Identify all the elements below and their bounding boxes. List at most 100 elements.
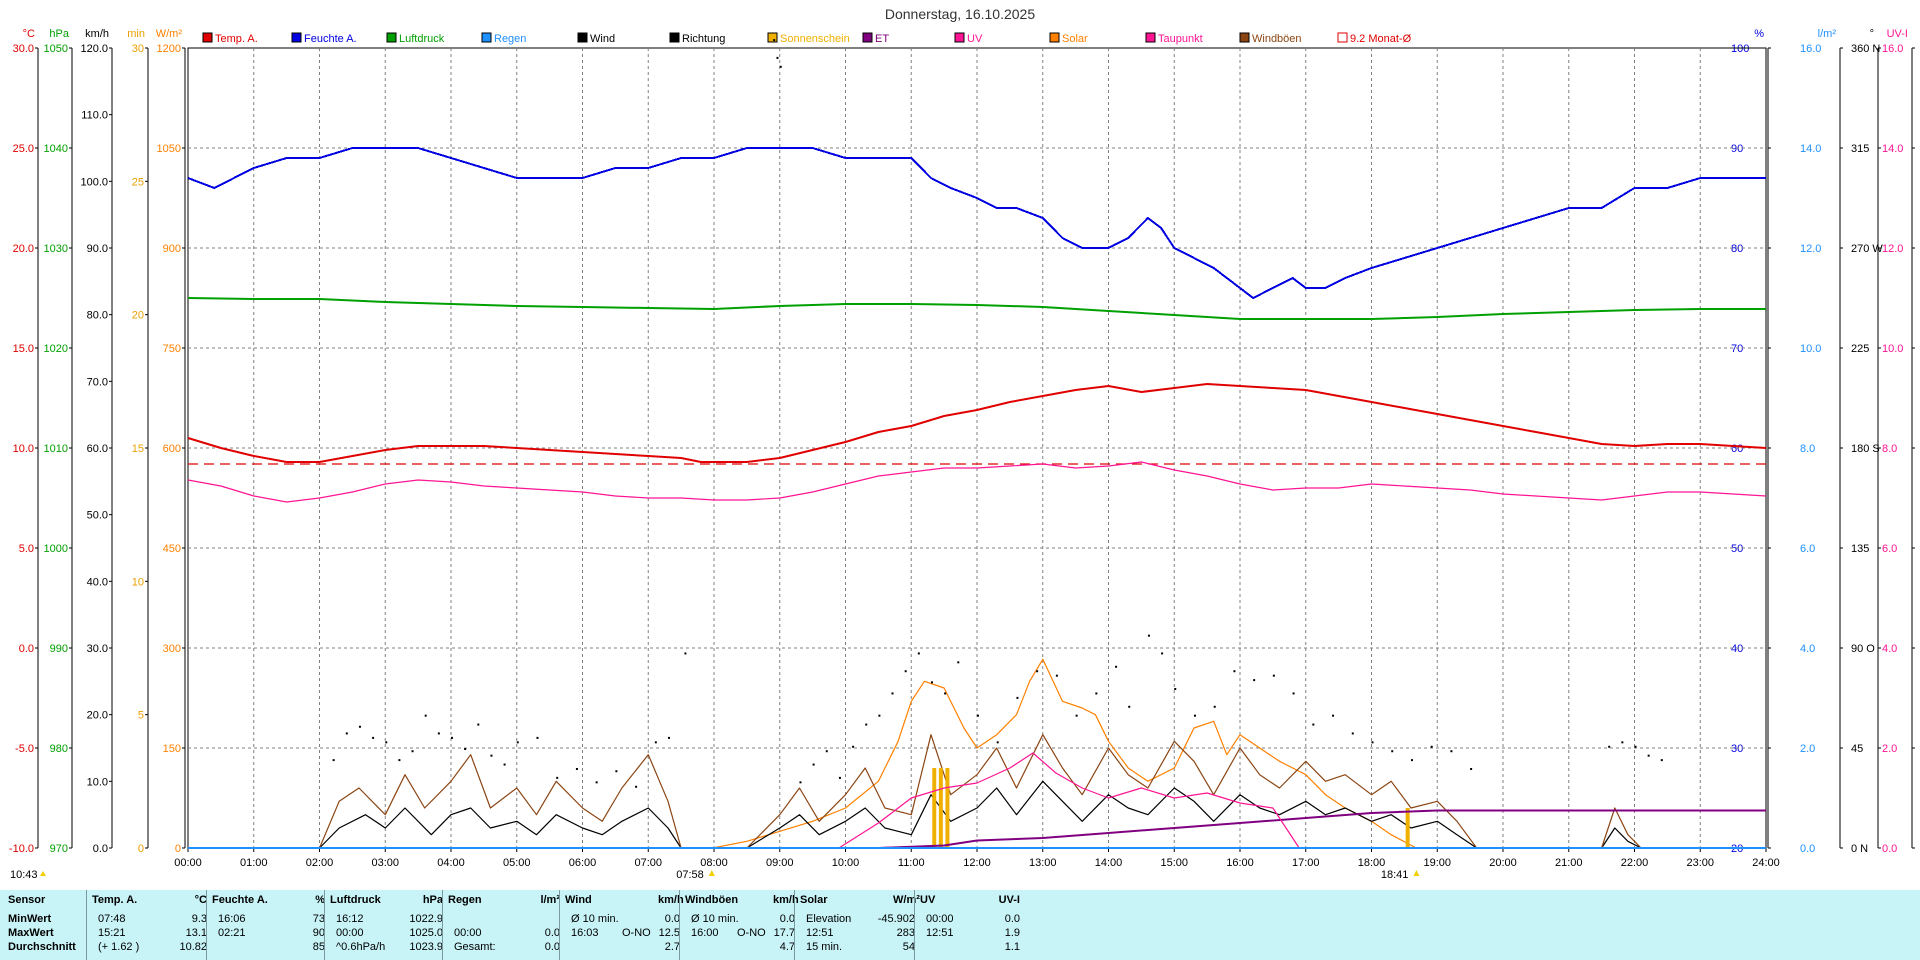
series-richtung-point	[635, 785, 638, 788]
axis-unit: W/m²	[156, 28, 183, 40]
stats-separator	[914, 890, 915, 960]
stats-cell-value: 0.0	[544, 927, 560, 939]
stats-separator	[442, 890, 443, 960]
axis-tick-label: 10.0	[1882, 343, 1903, 355]
legend-swatch	[669, 32, 680, 43]
x-tick-label: 04:00	[437, 857, 465, 869]
series-richtung-point	[332, 759, 335, 762]
stats-cell-time: 15:21	[98, 927, 126, 939]
series-richtung-point	[1075, 714, 1078, 717]
legend-swatch	[1145, 32, 1156, 43]
x-tick-label: 00:00	[174, 857, 202, 869]
axis-tick-label: 100.0	[80, 176, 108, 188]
series-richtung-point	[1391, 750, 1394, 753]
sunset-time: 18:41	[1381, 869, 1409, 881]
series-richtung-point	[1115, 665, 1118, 668]
axis-tick-label: 100	[1731, 43, 1749, 55]
legend-label: 9.2 Monat-Ø	[1350, 33, 1412, 45]
stats-panel: Sensor MinWert MaxWert Durchschnitt Temp. A.…	[0, 890, 1920, 960]
stats-row-label: MaxWert	[8, 927, 54, 939]
series-richtung-point	[385, 741, 388, 744]
axis-tick-label: 1020	[44, 343, 68, 355]
axis-tick-label: 20	[132, 310, 144, 322]
series-sonnenschein-bar	[945, 768, 950, 848]
x-tick-label: 05:00	[503, 857, 531, 869]
stats-separator	[86, 890, 87, 960]
stats-cell-time: 16:06	[218, 913, 246, 925]
series-sonnenschein-bar	[1405, 808, 1410, 848]
axis-tick-label: 80	[1731, 243, 1743, 255]
x-tick-label: 11:00	[898, 857, 925, 869]
axis-tick-label: -10.0	[9, 843, 34, 855]
series-richtung-point	[944, 692, 947, 695]
stats-cell-time: 07:48	[98, 913, 126, 925]
series-richtung-point	[1174, 688, 1177, 690]
x-tick-label: 01:00	[240, 857, 268, 869]
axis-tick-label: 8.0	[1800, 443, 1815, 455]
x-tick-label: 23:00	[1686, 857, 1714, 869]
stats-cell-value: 0.0	[779, 913, 795, 925]
x-tick-label: 21:00	[1555, 857, 1583, 869]
series-sonnenschein-bar	[938, 768, 943, 848]
series-sonnenschein-bar	[932, 768, 937, 848]
axis-tick-label: 20.0	[87, 710, 108, 722]
axis-tick-label: 10.0	[87, 776, 108, 788]
series-wind-line	[188, 780, 1766, 849]
sunrise-time: 07:58	[676, 869, 704, 881]
stats-row-label: Durchschnitt	[8, 941, 76, 953]
series-solar-line	[712, 658, 1417, 849]
axis-tick-label: 90.0	[87, 243, 108, 255]
series-richtung-point	[891, 692, 894, 695]
series-richtung-point	[1332, 714, 1335, 717]
stats-cell-value: 73	[312, 913, 325, 925]
axis-tick-label: 0	[138, 843, 144, 855]
stats-cell-dir: O-NO	[737, 927, 766, 939]
axis-tick-label: 150	[163, 743, 181, 755]
axis-tick-label: 225	[1851, 343, 1869, 355]
legend-swatch	[1049, 32, 1060, 43]
series-richtung-point	[957, 661, 960, 664]
current-time: 10:43	[10, 869, 38, 881]
axis-tick-label: 1030	[44, 243, 68, 255]
legend-swatch	[577, 32, 588, 43]
axis-tick-label: 270 W	[1851, 243, 1883, 255]
stats-cell-time: Elevation	[806, 913, 852, 925]
series-richtung-point	[1055, 674, 1058, 677]
stats-cell-value: 9.3	[191, 913, 207, 925]
axis-tick-label: 50.0	[87, 510, 108, 522]
stats-cell-value: 13.1	[185, 927, 207, 939]
legend: Temp. A. Feuchte A. Luftdruck Regen Wind Rich…	[202, 32, 1412, 45]
axis-tick-label: 5	[138, 710, 144, 722]
legend-swatch	[202, 32, 213, 43]
series-richtung-point	[773, 39, 776, 42]
axis-tick-label: 16.0	[1882, 43, 1903, 55]
axis-tick-label: 315	[1851, 143, 1869, 155]
series-richtung-point	[1292, 692, 1295, 695]
axis-unit: %	[1754, 28, 1764, 40]
axis-tick-label: 120.0	[80, 43, 108, 55]
axis-tick-label: 300	[163, 643, 181, 655]
series-temp-a--line	[187, 383, 1767, 463]
axis-tick-label: 2.0	[1800, 743, 1815, 755]
stats-col-unit: W/m²	[893, 894, 920, 906]
axis-unit: °C	[23, 28, 35, 40]
axis-tick-label: 0.0	[1882, 843, 1897, 855]
stats-col-title: Regen	[448, 894, 482, 906]
series-richtung-point	[358, 725, 361, 728]
series-richtung-point	[799, 781, 802, 784]
stats-col-unit: l/m²	[540, 894, 560, 906]
stats-cell-time: Ø 10 min.	[691, 913, 739, 925]
x-tick-label: 02:00	[306, 857, 334, 869]
stats-cell-value: -45.902	[877, 913, 915, 925]
axis-tick-label: 10.0	[1800, 343, 1821, 355]
stats-cell-time: 12:51	[926, 927, 954, 939]
axis-tick-label: 10.0	[13, 443, 34, 455]
stats-col-unit: km/h	[773, 894, 799, 906]
axis-tick-label: 0.0	[1800, 843, 1815, 855]
series-richtung-point	[1272, 674, 1275, 677]
legend-label: Feuchte A.	[304, 33, 357, 45]
stats-cell-time: 16:03	[571, 927, 599, 939]
legend-label: Solar	[1062, 33, 1088, 45]
axis-tick-label: 1050	[44, 43, 68, 55]
axis-unit: l/m²	[1818, 28, 1837, 40]
